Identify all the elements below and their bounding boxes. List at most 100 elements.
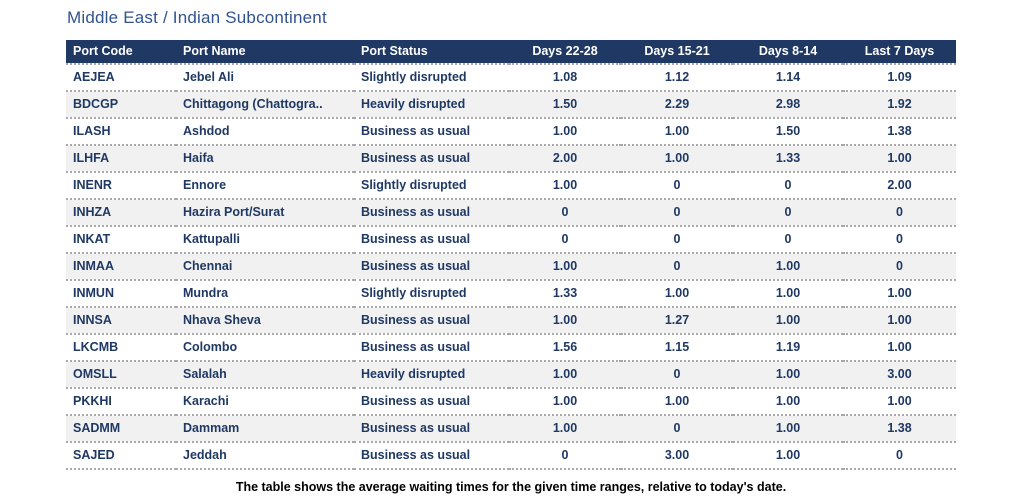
days-8-14-cell: 1.19: [733, 333, 843, 361]
days-22-28-cell: 1.56: [509, 333, 621, 361]
table-row: SADMM Dammam Business as usual 1.00 0 1.00 1.3…: [66, 414, 956, 442]
port-status-cell: Business as usual: [354, 387, 509, 415]
last-7-days-cell: 0: [843, 225, 956, 253]
column-header-port-name: Port Name: [176, 40, 354, 64]
port-code-cell: SADMM: [66, 414, 176, 442]
days-15-21-cell: 1.00: [621, 117, 733, 145]
days-22-28-cell: 1.00: [509, 306, 621, 334]
port-name-cell: Kattupalli: [176, 225, 354, 253]
port-name-cell: Chittagong (Chattogra..: [176, 90, 354, 118]
port-status-cell: Business as usual: [354, 252, 509, 280]
days-8-14-cell: 1.00: [733, 441, 843, 470]
port-code-cell: INKAT: [66, 225, 176, 253]
port-name-cell: Colombo: [176, 333, 354, 361]
days-22-28-cell: 0: [509, 441, 621, 470]
days-15-21-cell: 0: [621, 225, 733, 253]
days-8-14-cell: 2.98: [733, 90, 843, 118]
table-row: INKAT Kattupalli Business as usual 0 0 0 0: [66, 225, 956, 253]
last-7-days-cell: 0: [843, 198, 956, 226]
port-status-cell: Business as usual: [354, 414, 509, 442]
days-22-28-cell: 1.00: [509, 414, 621, 442]
port-code-cell: INMAA: [66, 252, 176, 280]
table-row: AEJEA Jebel Ali Slightly disrupted 1.08 1.12…: [66, 63, 956, 91]
days-22-28-cell: 1.00: [509, 252, 621, 280]
port-status-cell: Business as usual: [354, 333, 509, 361]
days-8-14-cell: 1.00: [733, 414, 843, 442]
port-code-cell: AEJEA: [66, 63, 176, 91]
port-code-cell: LKCMB: [66, 333, 176, 361]
port-name-cell: Haifa: [176, 144, 354, 172]
port-status-cell: Business as usual: [354, 117, 509, 145]
days-15-21-cell: 0: [621, 360, 733, 388]
days-8-14-cell: 1.14: [733, 63, 843, 91]
days-22-28-cell: 1.33: [509, 279, 621, 307]
days-15-21-cell: 1.15: [621, 333, 733, 361]
port-code-cell: INNSA: [66, 306, 176, 334]
table-row: INENR Ennore Slightly disrupted 1.00 0 0 2.00: [66, 171, 956, 199]
days-8-14-cell: 1.00: [733, 306, 843, 334]
days-15-21-cell: 2.29: [621, 90, 733, 118]
port-code-cell: OMSLL: [66, 360, 176, 388]
last-7-days-cell: 1.38: [843, 117, 956, 145]
days-15-21-cell: 1.00: [621, 144, 733, 172]
port-name-cell: Jeddah: [176, 441, 354, 470]
last-7-days-cell: 1.00: [843, 279, 956, 307]
port-name-cell: Chennai: [176, 252, 354, 280]
port-status-cell: Heavily disrupted: [354, 360, 509, 388]
port-name-cell: Hazira Port/Surat: [176, 198, 354, 226]
days-22-28-cell: 1.08: [509, 63, 621, 91]
port-status-cell: Business as usual: [354, 225, 509, 253]
days-15-21-cell: 0: [621, 414, 733, 442]
days-15-21-cell: 1.27: [621, 306, 733, 334]
days-15-21-cell: 0: [621, 198, 733, 226]
column-header-days-8-14: Days 8-14: [733, 40, 843, 64]
last-7-days-cell: 1.00: [843, 144, 956, 172]
days-8-14-cell: 1.00: [733, 252, 843, 280]
last-7-days-cell: 2.00: [843, 171, 956, 199]
table-row: INMUN Mundra Slightly disrupted 1.33 1.00 1.0…: [66, 279, 956, 307]
column-header-days-15-21: Days 15-21: [621, 40, 733, 64]
days-22-28-cell: 1.50: [509, 90, 621, 118]
days-22-28-cell: 2.00: [509, 144, 621, 172]
column-header-port-code: Port Code: [66, 40, 176, 64]
port-name-cell: Nhava Sheva: [176, 306, 354, 334]
last-7-days-cell: 1.00: [843, 333, 956, 361]
days-8-14-cell: 1.00: [733, 387, 843, 415]
days-22-28-cell: 0: [509, 225, 621, 253]
port-code-cell: INHZA: [66, 198, 176, 226]
days-22-28-cell: 1.00: [509, 171, 621, 199]
table-header: Port Code Port Name Port Status Days 22-…: [66, 40, 956, 64]
last-7-days-cell: 3.00: [843, 360, 956, 388]
column-header-port-status: Port Status: [354, 40, 509, 64]
port-code-cell: INMUN: [66, 279, 176, 307]
last-7-days-cell: 1.00: [843, 387, 956, 415]
port-name-cell: Karachi: [176, 387, 354, 415]
last-7-days-cell: 0: [843, 252, 956, 280]
table-row: ILASH Ashdod Business as usual 1.00 1.00 1.50…: [66, 117, 956, 145]
days-22-28-cell: 1.00: [509, 387, 621, 415]
days-8-14-cell: 1.00: [733, 279, 843, 307]
last-7-days-cell: 0: [843, 441, 956, 470]
days-15-21-cell: 3.00: [621, 441, 733, 470]
table-row: LKCMB Colombo Business as usual 1.56 1.15 1.1…: [66, 333, 956, 361]
port-name-cell: Mundra: [176, 279, 354, 307]
days-22-28-cell: 1.00: [509, 117, 621, 145]
table-row: INHZA Hazira Port/Surat Business as usual 0…: [66, 198, 956, 226]
port-code-cell: ILHFA: [66, 144, 176, 172]
port-status-cell: Business as usual: [354, 441, 509, 470]
last-7-days-cell: 1.09: [843, 63, 956, 91]
column-header-last-7-days: Last 7 Days: [843, 40, 956, 64]
port-status-cell: Slightly disrupted: [354, 279, 509, 307]
port-name-cell: Salalah: [176, 360, 354, 388]
port-table-body: AEJEA Jebel Ali Slightly disrupted 1.08 1.12…: [66, 63, 956, 470]
last-7-days-cell: 1.38: [843, 414, 956, 442]
port-code-cell: BDCGP: [66, 90, 176, 118]
last-7-days-cell: 1.00: [843, 306, 956, 334]
column-header-days-22-28: Days 22-28: [509, 40, 621, 64]
table-row: OMSLL Salalah Heavily disrupted 1.00 0 1.00 3.…: [66, 360, 956, 388]
port-code-cell: INENR: [66, 171, 176, 199]
port-status-cell: Business as usual: [354, 306, 509, 334]
days-22-28-cell: 0: [509, 198, 621, 226]
days-8-14-cell: 1.00: [733, 360, 843, 388]
days-8-14-cell: 1.33: [733, 144, 843, 172]
